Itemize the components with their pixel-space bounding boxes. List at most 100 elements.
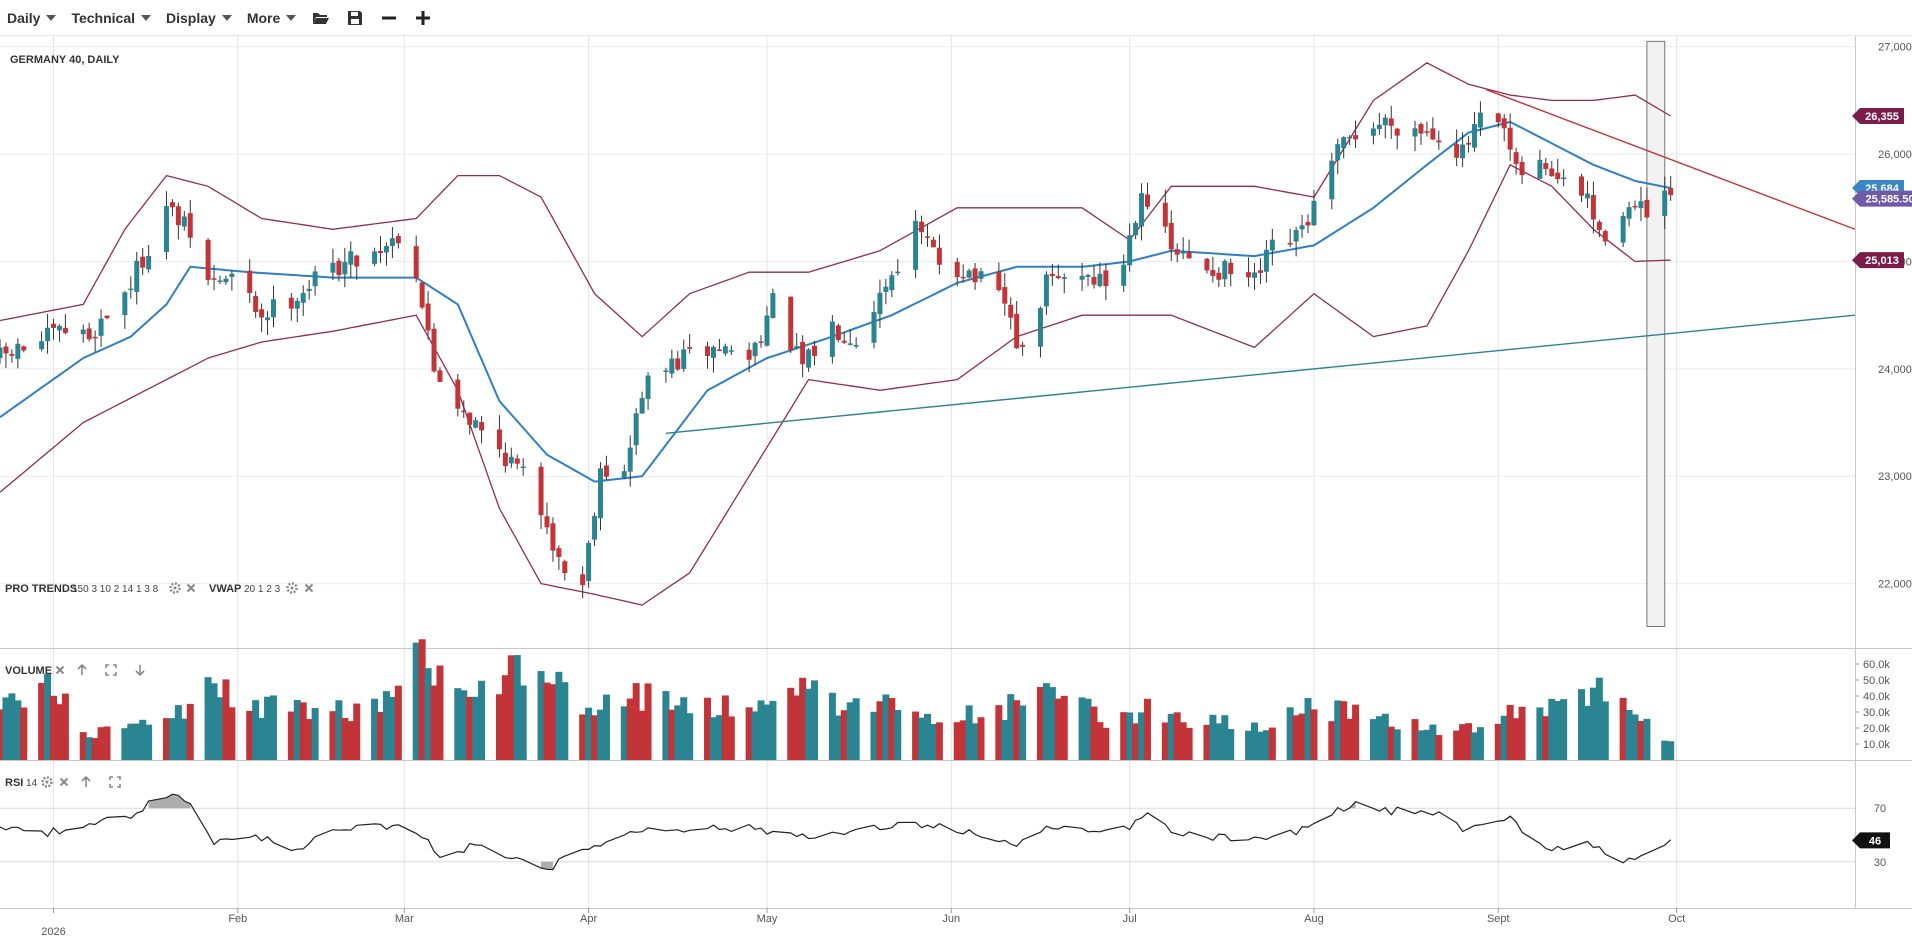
- volume-bar: [549, 684, 557, 760]
- price-tick-label: 24,000: [1878, 364, 1912, 376]
- volume-bars: [0, 639, 1675, 760]
- expand-icon[interactable]: [105, 664, 117, 676]
- close-icon[interactable]: [55, 665, 65, 675]
- technical-menu[interactable]: Technical: [64, 0, 159, 36]
- indicator-vwap[interactable]: VWAP 20 1 2 3: [209, 582, 314, 595]
- rsi-tick-label: 70: [1874, 803, 1886, 815]
- display-menu[interactable]: Display: [159, 0, 240, 36]
- close-icon[interactable]: [59, 777, 69, 787]
- expand-icon[interactable]: [109, 776, 121, 788]
- volume-bar: [1518, 706, 1526, 760]
- candle-body: [1139, 193, 1145, 227]
- volume-bar: [353, 703, 361, 760]
- volume-bar: [305, 719, 313, 760]
- indicator-pro-trends[interactable]: PRO TRENDS 150 3 10 2 14 1 3 8: [5, 582, 196, 595]
- candle-body: [0, 347, 3, 359]
- candles: [0, 101, 1674, 599]
- candle-body: [829, 321, 835, 357]
- candle-body: [681, 349, 687, 369]
- volume-bar: [1393, 729, 1401, 760]
- volume-bar: [995, 705, 1003, 760]
- candle-body: [211, 278, 217, 280]
- candle-body: [1174, 249, 1180, 255]
- candle-body: [163, 206, 169, 252]
- candle-body: [342, 261, 348, 275]
- volume-bar: [852, 698, 860, 760]
- candle-body: [883, 286, 889, 292]
- indicator-pro-trends-name: PRO TRENDS: [5, 583, 77, 595]
- candle-body: [550, 523, 556, 551]
- candle-body: [205, 239, 211, 280]
- zoom-out-button[interactable]: [372, 0, 406, 36]
- candle-body: [134, 260, 140, 292]
- candle-body: [45, 327, 51, 342]
- volume-bar: [162, 718, 170, 760]
- save-icon: [348, 10, 363, 25]
- volume-bar: [1643, 718, 1651, 760]
- candle-body: [586, 542, 592, 581]
- volume-tick-label: 30.0k: [1863, 707, 1890, 719]
- candle-body: [372, 251, 378, 264]
- candle-body: [1293, 230, 1299, 242]
- volume-bar: [246, 710, 254, 760]
- timeframe-menu[interactable]: Daily: [0, 0, 64, 36]
- candle-body: [1394, 128, 1400, 136]
- volume-bar: [133, 723, 141, 760]
- candle-body: [1471, 123, 1477, 148]
- volume-bar: [1078, 697, 1086, 760]
- candle-body: [437, 370, 443, 382]
- volume-bar: [127, 723, 135, 760]
- candle-body: [1495, 113, 1501, 123]
- candle-body: [128, 288, 134, 291]
- volume-bar: [472, 696, 480, 760]
- candle-body: [835, 325, 841, 340]
- volume-tick-label: 50.0k: [1863, 675, 1890, 687]
- volume-bar: [811, 680, 819, 760]
- volume-bar: [644, 683, 652, 760]
- x-tick-label: Apr: [580, 913, 597, 925]
- volume-bar: [763, 704, 771, 760]
- volume-bar: [918, 717, 926, 760]
- volume-bar: [430, 685, 438, 760]
- candle-body: [1501, 118, 1507, 129]
- candle-body: [800, 341, 806, 365]
- candle-body: [621, 471, 627, 478]
- volume-bar: [299, 702, 307, 760]
- candle-body: [1329, 160, 1335, 200]
- candle-body: [1168, 222, 1174, 250]
- volume-bar: [382, 691, 390, 760]
- candle-body: [508, 456, 514, 464]
- volume-bar: [769, 700, 777, 760]
- open-button[interactable]: [304, 0, 338, 36]
- volume-bar: [228, 707, 236, 760]
- gear-icon[interactable]: [169, 582, 181, 594]
- volume-bar: [180, 718, 188, 760]
- candle-body: [9, 353, 15, 356]
- zoom-in-button[interactable]: [406, 0, 440, 36]
- gear-icon[interactable]: [286, 582, 298, 594]
- candle-body: [15, 343, 21, 359]
- gear-icon[interactable]: [41, 776, 53, 788]
- x-tick-label: Feb: [228, 913, 247, 925]
- save-button[interactable]: [338, 0, 372, 36]
- arrow-up-icon[interactable]: [81, 775, 91, 787]
- rsi-tag-label: 46: [1869, 835, 1881, 847]
- volume-bar: [709, 717, 717, 760]
- plot-background: [0, 36, 1855, 908]
- volume-bar: [1625, 709, 1633, 760]
- arrow-up-icon[interactable]: [77, 663, 87, 675]
- candle-body: [270, 299, 276, 318]
- chevron-down-icon: [221, 14, 232, 21]
- close-icon[interactable]: [304, 583, 314, 593]
- trendlines[interactable]: [665, 89, 1856, 434]
- candle-body: [419, 282, 425, 308]
- candle-body: [1204, 258, 1210, 271]
- candle-body: [1341, 137, 1347, 149]
- volume-bar: [1036, 686, 1044, 760]
- arrow-down-icon[interactable]: [135, 665, 145, 677]
- more-menu[interactable]: More: [240, 0, 304, 36]
- close-icon[interactable]: [186, 583, 196, 593]
- candle-body: [389, 238, 395, 246]
- candle-body: [758, 341, 764, 344]
